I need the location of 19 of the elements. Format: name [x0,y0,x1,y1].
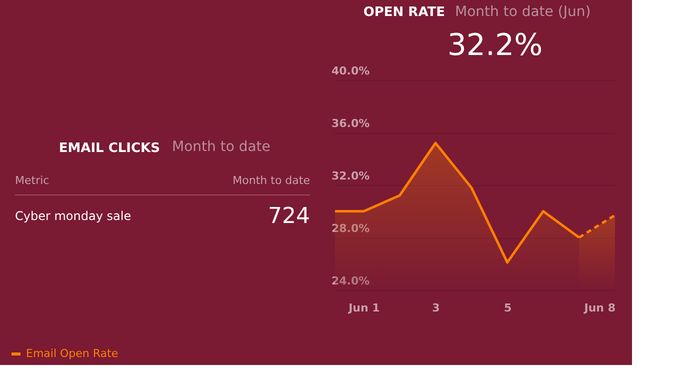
y-tick-label: 36.0% [332,117,370,130]
x-tick-label: 5 [504,302,512,314]
legend-label: Email Open Rate [26,347,118,360]
text: 32.2% [447,28,543,63]
y-tick-label: 28.0% [332,222,370,235]
data-label: 724 [268,204,310,229]
text: Metric [15,174,50,187]
text: EMAIL CLICKS [58,141,160,156]
y-tick-label: 24.0% [332,274,370,288]
category-label: Cyber monday sale [15,209,132,223]
y-tick-label: 32.0% [332,170,370,182]
x-tick-label: Jun 1 [348,302,380,314]
text: Month to date [172,139,270,155]
x-tick-label: 3 [432,302,440,314]
chart-subtitle: Month to date (Jun) [455,4,591,20]
y-tick-label: 40.0% [332,64,370,78]
text: Month to date [232,174,310,187]
x-tick-label: Jun 8 [583,302,616,314]
chart-title: OPEN RATE [363,5,445,20]
